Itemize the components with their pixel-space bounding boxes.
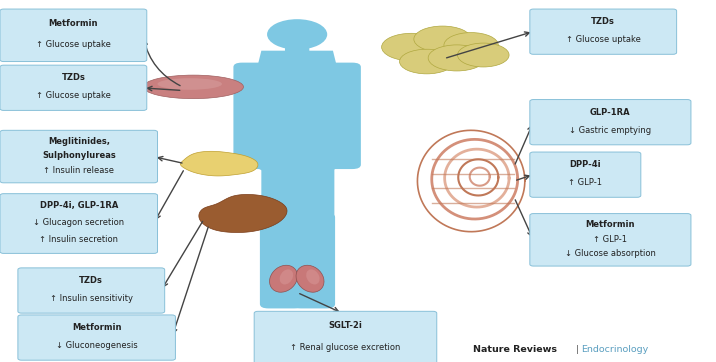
Ellipse shape xyxy=(444,33,498,58)
Text: Meglitinides,: Meglitinides, xyxy=(48,136,110,146)
Ellipse shape xyxy=(306,269,319,285)
FancyBboxPatch shape xyxy=(285,31,309,54)
Text: ↑ Glucose uptake: ↑ Glucose uptake xyxy=(36,40,111,49)
Ellipse shape xyxy=(143,75,243,98)
Ellipse shape xyxy=(158,78,222,90)
Text: ↓ Glucose absorption: ↓ Glucose absorption xyxy=(565,249,656,258)
Polygon shape xyxy=(247,51,347,174)
Text: ↑ Insulin secretion: ↑ Insulin secretion xyxy=(39,235,118,244)
Text: ↑ GLP-1: ↑ GLP-1 xyxy=(594,235,627,244)
Text: TZDs: TZDs xyxy=(591,17,615,26)
Polygon shape xyxy=(180,151,258,176)
FancyBboxPatch shape xyxy=(0,9,147,62)
Text: DPP-4i: DPP-4i xyxy=(569,160,601,169)
Text: ↑ Insulin sensitivity: ↑ Insulin sensitivity xyxy=(50,294,132,303)
Text: Metformin: Metformin xyxy=(586,220,635,229)
FancyBboxPatch shape xyxy=(18,315,175,360)
FancyBboxPatch shape xyxy=(530,100,691,145)
Text: ↑ Insulin release: ↑ Insulin release xyxy=(43,166,115,175)
Text: Metformin: Metformin xyxy=(72,323,122,332)
Text: ↑ Glucose uptake: ↑ Glucose uptake xyxy=(36,92,111,100)
Text: |: | xyxy=(573,345,582,354)
Ellipse shape xyxy=(428,45,485,71)
Ellipse shape xyxy=(269,265,298,292)
Text: Sulphonylureas: Sulphonylureas xyxy=(42,151,116,160)
Text: DPP-4i, GLP-1RA: DPP-4i, GLP-1RA xyxy=(39,201,118,210)
Text: ↓ Gluconeogenesis: ↓ Gluconeogenesis xyxy=(56,341,137,350)
Text: ↑ Renal glucose excretion: ↑ Renal glucose excretion xyxy=(290,342,401,352)
FancyBboxPatch shape xyxy=(530,9,677,54)
Circle shape xyxy=(267,19,327,50)
Ellipse shape xyxy=(280,269,293,285)
Ellipse shape xyxy=(400,49,454,74)
Text: ↓ Glucagon secretion: ↓ Glucagon secretion xyxy=(33,218,125,227)
FancyBboxPatch shape xyxy=(233,63,278,169)
FancyBboxPatch shape xyxy=(265,63,329,176)
FancyBboxPatch shape xyxy=(254,311,437,362)
FancyBboxPatch shape xyxy=(0,130,158,183)
Text: GLP-1RA: GLP-1RA xyxy=(590,108,631,117)
Text: SGLT-2i: SGLT-2i xyxy=(329,321,362,331)
FancyBboxPatch shape xyxy=(0,194,158,253)
FancyBboxPatch shape xyxy=(292,213,335,308)
Text: Nature Reviews: Nature Reviews xyxy=(473,345,556,354)
Text: ↑ GLP-1: ↑ GLP-1 xyxy=(569,178,602,187)
FancyBboxPatch shape xyxy=(530,214,691,266)
Text: Metformin: Metformin xyxy=(49,19,98,28)
FancyBboxPatch shape xyxy=(316,63,361,169)
Text: Endocrinology: Endocrinology xyxy=(581,345,649,354)
FancyBboxPatch shape xyxy=(260,213,303,308)
Text: TZDs: TZDs xyxy=(62,73,85,82)
FancyBboxPatch shape xyxy=(18,268,165,313)
Text: ↓ Gastric emptying: ↓ Gastric emptying xyxy=(569,126,652,135)
Ellipse shape xyxy=(458,43,509,67)
Ellipse shape xyxy=(382,33,442,61)
FancyBboxPatch shape xyxy=(530,152,641,197)
Text: TZDs: TZDs xyxy=(79,276,103,285)
FancyBboxPatch shape xyxy=(261,163,334,228)
Polygon shape xyxy=(199,194,287,232)
Ellipse shape xyxy=(414,26,471,52)
Ellipse shape xyxy=(296,265,324,292)
Text: ↑ Glucose uptake: ↑ Glucose uptake xyxy=(566,35,641,44)
FancyBboxPatch shape xyxy=(0,65,147,110)
